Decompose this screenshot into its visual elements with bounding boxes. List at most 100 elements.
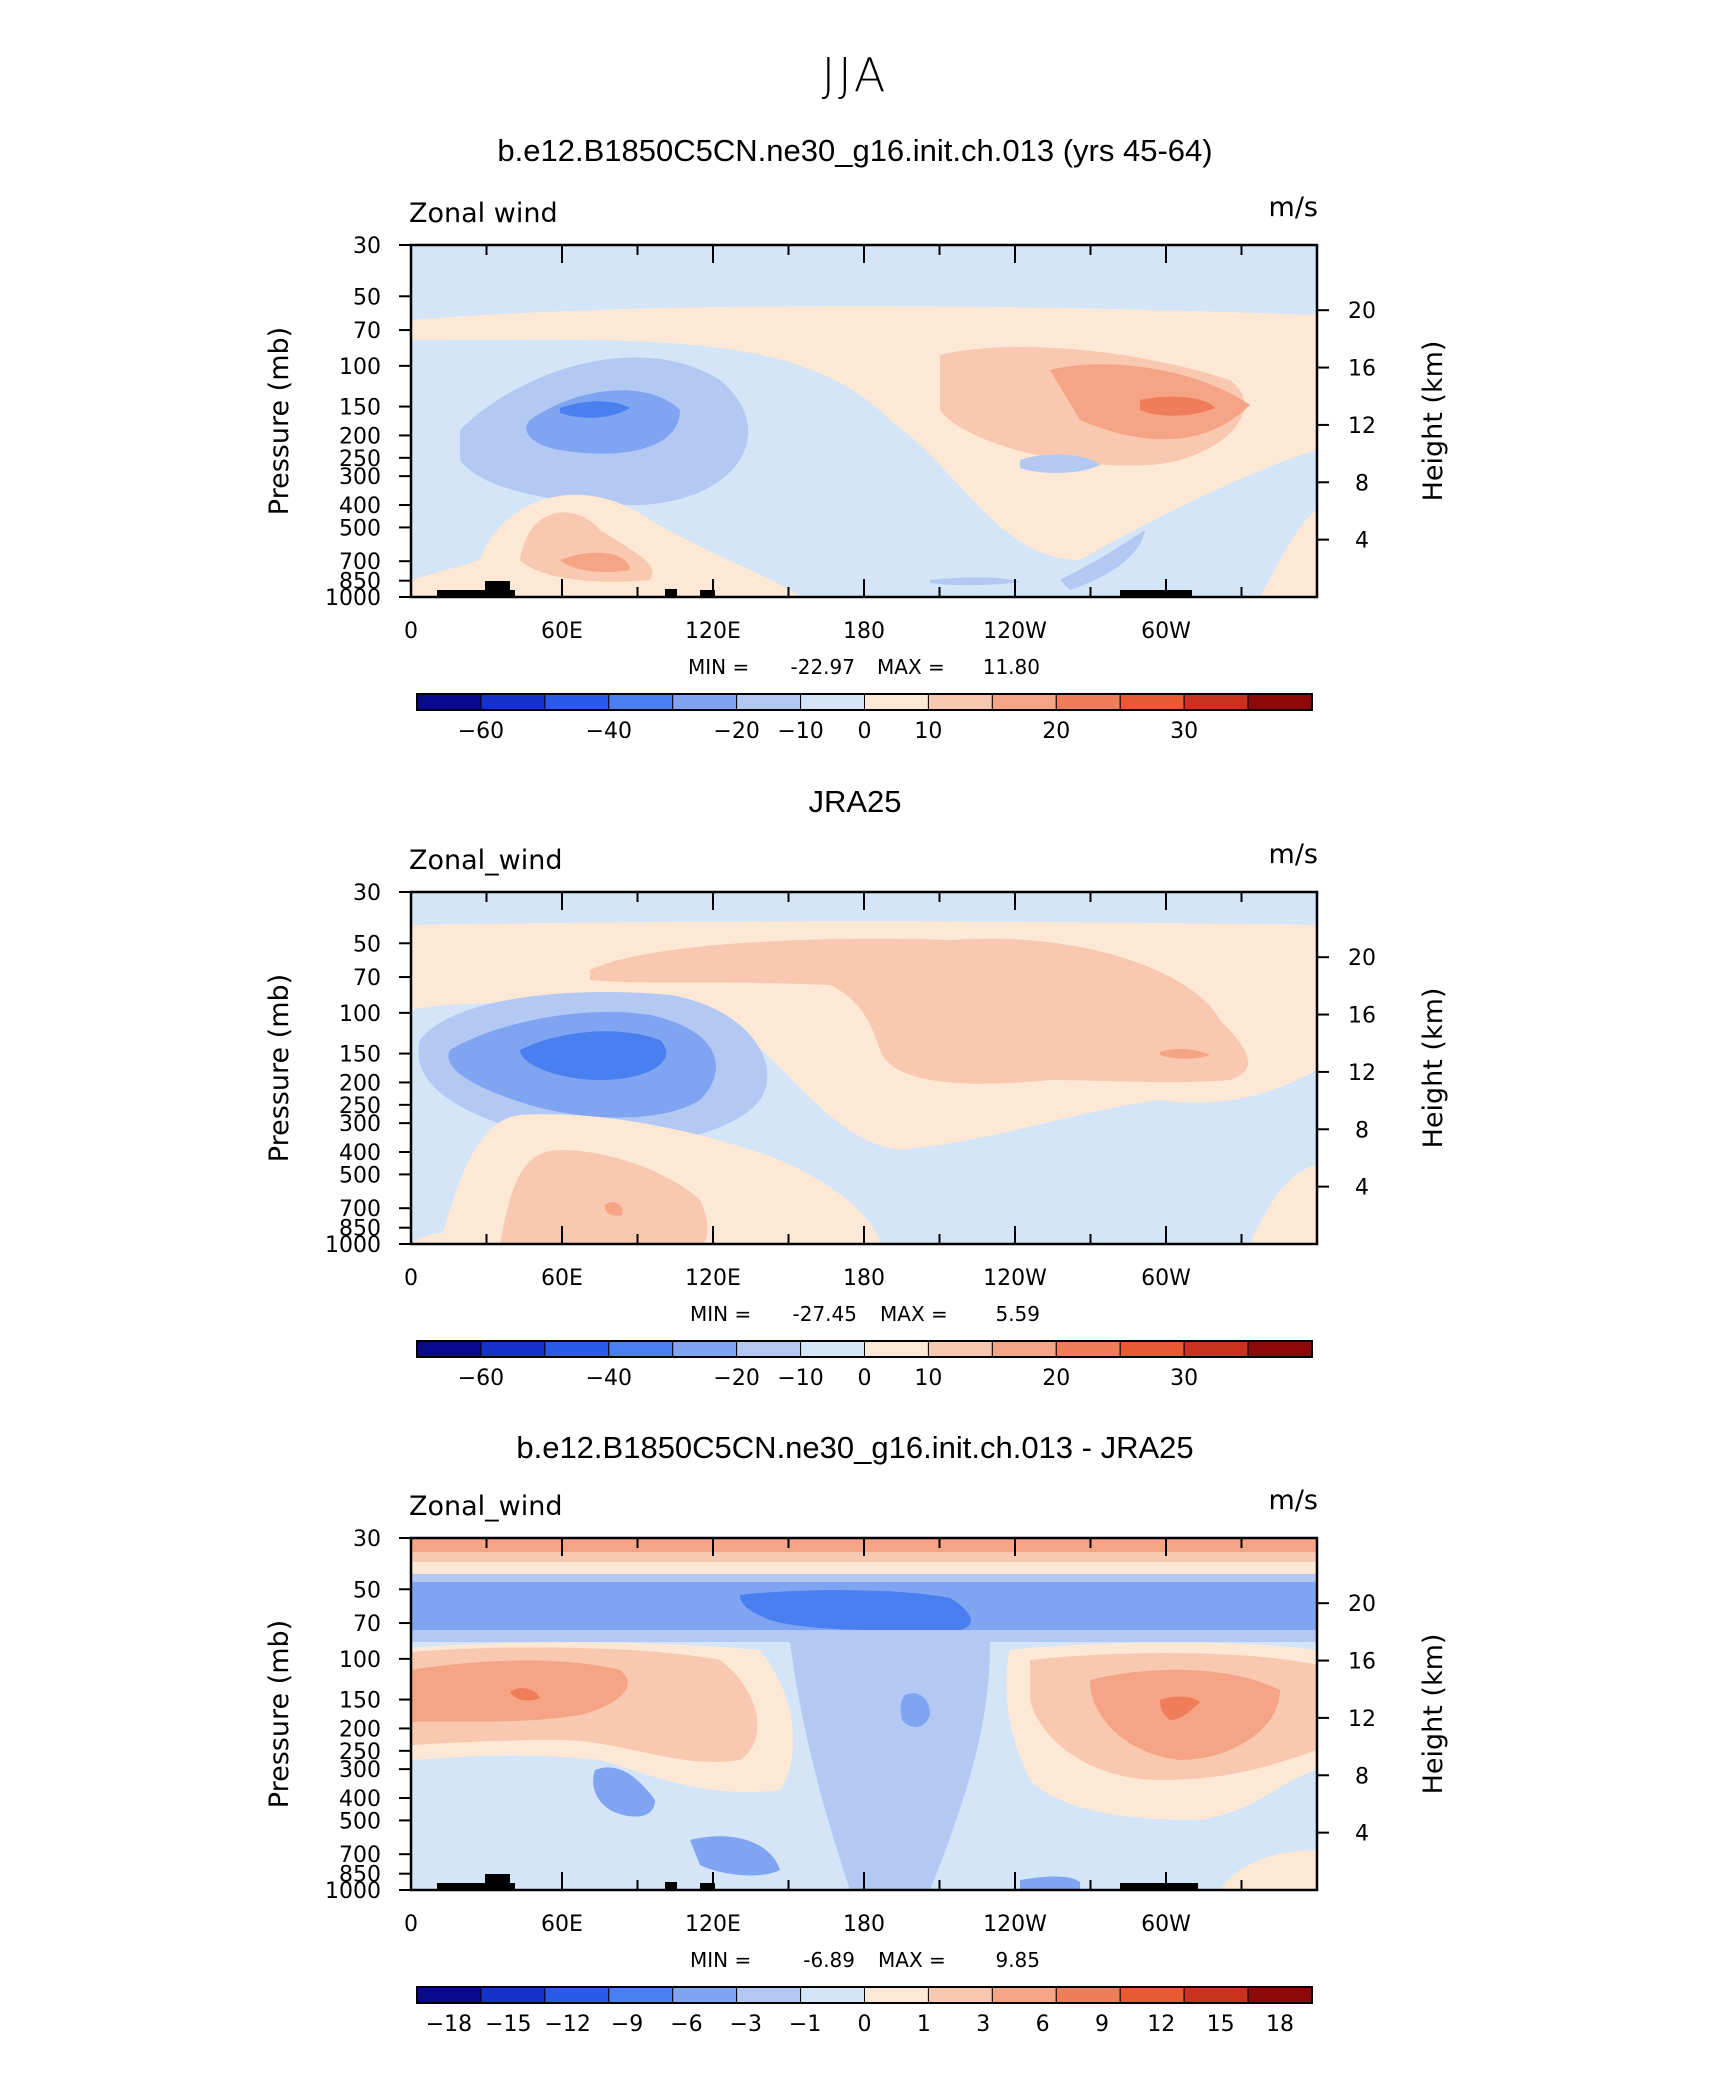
colorbar-label: 0: [858, 719, 872, 744]
panel-obs: JRA25 Zonal_wind m/s MIN = -27.45 MAX = …: [409, 784, 1319, 1326]
orography: [1120, 590, 1192, 597]
y-tick-label: 150: [339, 396, 381, 421]
y2-tick-label: 8: [1355, 1118, 1369, 1143]
colorbar-box: [736, 1340, 802, 1358]
colorbar-label: −15: [485, 2012, 531, 2037]
y-tick-label: 200: [339, 424, 381, 449]
y-tick-label: 700: [339, 1843, 381, 1868]
y-tick-label: 100: [339, 1648, 381, 1673]
colorbar-label: 20: [1042, 1366, 1070, 1391]
colorbar-box: [800, 1340, 865, 1358]
x-tick-label: 180: [843, 1266, 885, 1291]
y-tick-label: 30: [353, 234, 381, 259]
y-tick-label: 150: [339, 1689, 381, 1714]
y-tick-label: 500: [339, 1163, 381, 1188]
y-tick-label: 200: [339, 1071, 381, 1096]
colorbar-box: [480, 1986, 546, 2004]
y-tick-label: 850: [339, 570, 381, 595]
colorbar-box: [1055, 693, 1121, 711]
x-tick-label: 60E: [541, 619, 583, 644]
x-tick-label: 120W: [983, 619, 1047, 644]
colorbar-label: −60: [458, 1366, 504, 1391]
colorbar-label: 15: [1207, 2012, 1235, 2037]
colorbar-label: −12: [544, 2012, 590, 2037]
westerly-max: [1160, 1048, 1210, 1059]
contour-field: [411, 892, 1317, 1244]
panel-title: b.e12.B1850C5CN.ne30_g16.init.ch.013 (yr…: [497, 133, 1212, 168]
stats: MIN = -6.89 MAX = 9.85: [690, 1948, 1040, 1972]
colorbar-label: 6: [1036, 2012, 1050, 2037]
colorbar-label: −40: [586, 719, 632, 744]
y-tick-label: 300: [339, 1112, 381, 1137]
x-tick-label: 60W: [1141, 1266, 1191, 1291]
colorbar-box: [480, 693, 546, 711]
x-tick-label: 0: [404, 1266, 418, 1291]
colorbar-frame: [416, 693, 1313, 711]
negative-band-lower: [411, 1630, 1317, 1642]
colorbar-box: [1119, 1986, 1185, 2004]
y-tick-label: 300: [339, 1758, 381, 1783]
x-tick-label: 0: [404, 619, 418, 644]
colorbar-box: [608, 1340, 674, 1358]
x-tick-label: 60W: [1141, 1912, 1191, 1937]
colorbar-box: [991, 1340, 1057, 1358]
right-lower-westerlies: [1260, 510, 1317, 597]
top-positive-3: [411, 1562, 1317, 1574]
colorbar-box: [416, 1340, 482, 1358]
y-tick-label: 1000: [325, 1879, 381, 1904]
x-tick-label: 60W: [1141, 619, 1191, 644]
y-tick-label: 250: [339, 1740, 381, 1765]
y-tick-label: 30: [353, 881, 381, 906]
small-blue-cell: [1020, 454, 1100, 473]
central-negative: [790, 1642, 990, 1890]
y-tick-label: 70: [353, 966, 381, 991]
lower-westerlies-inner: [500, 1150, 708, 1244]
stats: MIN = -27.45 MAX = 5.59: [690, 1302, 1040, 1326]
y2-axis-label: Height (km): [1418, 1634, 1449, 1795]
max-value: 9.85: [995, 1948, 1040, 1972]
y-tick-label: 400: [339, 1141, 381, 1166]
y-tick-label: 50: [353, 932, 381, 957]
y2-tick-label: 8: [1355, 471, 1369, 496]
y-tick-label: 250: [339, 447, 381, 472]
colorbar-label: 0: [858, 2012, 872, 2037]
colorbar-box: [736, 693, 802, 711]
right-positive-core: [1160, 1696, 1200, 1720]
y2-tick-label: 20: [1348, 1592, 1376, 1617]
y-axis-label: Pressure (mb): [264, 1620, 295, 1808]
colorbar-frame: [416, 1340, 1313, 1358]
colorbar-box: [991, 1986, 1057, 2004]
min-value: -6.89: [803, 1948, 855, 1972]
surface-westerlies: [411, 1232, 470, 1244]
y-axis-label: Pressure (mb): [264, 327, 295, 515]
colorbar-box: [864, 693, 929, 711]
colorbar-box: [1183, 693, 1249, 711]
easterly-core: [520, 1031, 667, 1080]
y2-tick-label: 16: [1348, 1004, 1376, 1029]
lower-westerlies-spot: [604, 1202, 623, 1216]
colorbar-box: [1055, 1986, 1121, 2004]
variable-label: Zonal_wind: [409, 1491, 563, 1522]
colorbar-box: [544, 1340, 610, 1358]
y2-tick-label: 12: [1348, 1707, 1376, 1732]
orography: [437, 590, 515, 597]
colorbar-box: [544, 693, 610, 711]
colorbar-label: 18: [1266, 2012, 1294, 2037]
surface-easterly: [1060, 530, 1145, 590]
min-value: -27.45: [793, 1302, 857, 1326]
colorbar-label: 30: [1170, 719, 1198, 744]
panel-title: b.e12.B1850C5CN.ne30_g16.init.ch.013 - J…: [516, 1430, 1193, 1465]
x-tick-label: 120W: [983, 1266, 1047, 1291]
colorbar-label: 9: [1095, 2012, 1109, 2037]
colorbar-label: −9: [611, 2012, 643, 2037]
colorbar-label: −20: [713, 719, 759, 744]
upper-westerly-core: [1140, 396, 1215, 416]
y2-tick-label: 4: [1355, 1176, 1369, 1201]
colorbar-label: 1: [917, 2012, 931, 2037]
y2-tick-label: 4: [1355, 529, 1369, 554]
x-tick-label: 60E: [541, 1266, 583, 1291]
y-tick-label: 70: [353, 1612, 381, 1637]
colorbar-box: [608, 1986, 674, 2004]
units-label: m/s: [1269, 192, 1318, 223]
y-tick-label: 1000: [325, 586, 381, 611]
